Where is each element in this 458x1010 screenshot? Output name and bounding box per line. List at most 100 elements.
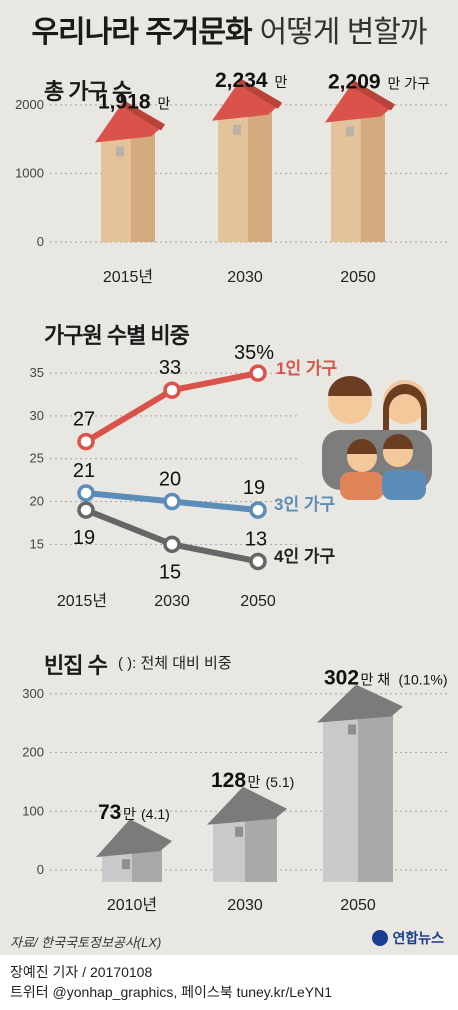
mother-hair bbox=[383, 384, 427, 430]
house-roof bbox=[325, 80, 395, 123]
x-tick-label: 2030 bbox=[227, 269, 263, 286]
house-window bbox=[348, 724, 356, 735]
data-label: 27 bbox=[73, 409, 95, 431]
value-label: 302 bbox=[324, 667, 359, 690]
credit-line-2: 트위터 @yonhap_graphics, 페이스북 tuney.kr/LeYN… bbox=[10, 984, 333, 1000]
x-tick-label: 2010년 bbox=[107, 896, 157, 914]
value-label: 73 bbox=[98, 801, 121, 824]
households-title: 총 가구 수 bbox=[44, 79, 132, 104]
members-title: 가구원 수별 비중 bbox=[44, 323, 190, 348]
series-name: 4인 가구 bbox=[274, 547, 335, 566]
x-tick-label: 2030 bbox=[227, 897, 263, 914]
data-label: 19 bbox=[243, 477, 265, 499]
data-point bbox=[163, 492, 181, 511]
share-label: (4.1) bbox=[141, 806, 170, 822]
data-label: 13 bbox=[245, 528, 267, 550]
house-window bbox=[235, 826, 243, 837]
x-tick-label: 2050 bbox=[240, 593, 276, 610]
value-unit: 만 채 bbox=[361, 672, 391, 688]
value-unit: 만 bbox=[158, 95, 171, 111]
share-label: (10.1%) bbox=[399, 672, 448, 688]
house-side bbox=[130, 128, 155, 242]
y-tick-label: 35 bbox=[30, 365, 44, 380]
child2-body bbox=[382, 470, 426, 500]
house-window bbox=[116, 146, 124, 157]
father-hair bbox=[328, 376, 372, 396]
house-window bbox=[346, 126, 354, 137]
vacant-title: 빈집 수 bbox=[44, 653, 108, 678]
house-roof-edge bbox=[239, 78, 282, 109]
family-illustration bbox=[322, 376, 432, 500]
y-tick-label: 100 bbox=[22, 803, 44, 818]
data-point bbox=[249, 552, 267, 571]
value-label: 1,918 bbox=[98, 90, 151, 113]
child1-hair bbox=[347, 439, 377, 454]
logo-mark-icon bbox=[372, 930, 389, 946]
child2-hair bbox=[383, 434, 413, 449]
value-unit: 만 bbox=[123, 806, 136, 822]
logo-text: 연합뉴스 bbox=[392, 930, 444, 946]
data-point bbox=[163, 381, 181, 399]
house-roof bbox=[95, 100, 165, 143]
value-label: 2,234 bbox=[215, 69, 268, 92]
credit-line-1: 장예진 기자 / 20170108 bbox=[10, 964, 153, 980]
members-chart: 15 20 25 30 35 27 33 35%1인 가구 21 20 19 3인 가구 19 15 13 4… bbox=[30, 342, 432, 610]
x-tick-label: 2050 bbox=[340, 269, 376, 286]
house-roof bbox=[96, 819, 172, 858]
y-tick-label: 20 bbox=[30, 494, 44, 509]
source-text: 자료/ 한국국토정보공사(LX) bbox=[10, 935, 162, 950]
share-label: (5.1) bbox=[266, 774, 295, 790]
y-tick-label: 200 bbox=[22, 745, 44, 760]
data-label: 15 bbox=[159, 561, 181, 583]
y-tick-label: 0 bbox=[37, 234, 44, 249]
value-label: 128 bbox=[211, 769, 246, 792]
house-bar bbox=[218, 116, 248, 242]
data-label: 33 bbox=[159, 357, 181, 379]
house-roof-edge bbox=[122, 100, 165, 131]
data-point bbox=[77, 501, 95, 519]
series-name: 1인 가구 bbox=[276, 359, 337, 378]
house-side bbox=[247, 106, 272, 242]
y-tick-label: 30 bbox=[30, 408, 44, 423]
data-point bbox=[77, 484, 95, 502]
house-roof bbox=[212, 78, 282, 121]
households-chart: 0 1000 2000 1,918 만 2015년 2,234 만 2030 2,209 만 가구 2… bbox=[15, 69, 448, 286]
y-tick-label: 300 bbox=[22, 686, 44, 701]
data-label: 20 bbox=[159, 469, 181, 491]
house-side bbox=[358, 710, 393, 882]
house-bar bbox=[331, 118, 361, 242]
y-tick-label: 1000 bbox=[15, 165, 44, 180]
data-point bbox=[249, 501, 267, 519]
value-unit: 만 가구 bbox=[388, 76, 431, 92]
house-roof bbox=[317, 684, 403, 723]
house-roof bbox=[207, 786, 287, 825]
x-tick-label: 2015년 bbox=[103, 268, 153, 286]
x-tick-label: 2050 bbox=[340, 897, 376, 914]
house-bar bbox=[323, 718, 358, 882]
vacant-note: ( ): 전체 대비 비중 bbox=[118, 655, 232, 672]
data-point bbox=[249, 364, 267, 382]
data-point bbox=[163, 535, 181, 554]
house-roof-edge bbox=[352, 80, 395, 111]
y-tick-label: 2000 bbox=[15, 97, 44, 112]
title-bar: 우리나라 주거문화 어떻게 변할까 bbox=[0, 0, 458, 58]
child1-body bbox=[340, 472, 384, 500]
value-unit: 만 bbox=[248, 774, 261, 790]
title-light: 어떻게 변할까 bbox=[259, 16, 428, 49]
data-label: 21 bbox=[73, 460, 95, 482]
data-label: 19 bbox=[73, 527, 95, 549]
title-strong: 우리나라 주거문화 bbox=[31, 16, 252, 49]
value-label: 2,209 bbox=[328, 71, 381, 94]
x-tick-label: 2030 bbox=[154, 593, 190, 610]
y-tick-label: 0 bbox=[37, 862, 44, 877]
house-side bbox=[360, 108, 385, 242]
house-window bbox=[122, 859, 130, 870]
house-window bbox=[233, 124, 241, 135]
logo: 연합뉴스 bbox=[372, 928, 444, 948]
credit: 장예진 기자 / 20170108 트위터 @yonhap_graphics, … bbox=[10, 962, 332, 1002]
data-label: 35% bbox=[234, 342, 274, 364]
data-point bbox=[77, 432, 95, 451]
y-tick-label: 15 bbox=[30, 536, 44, 551]
